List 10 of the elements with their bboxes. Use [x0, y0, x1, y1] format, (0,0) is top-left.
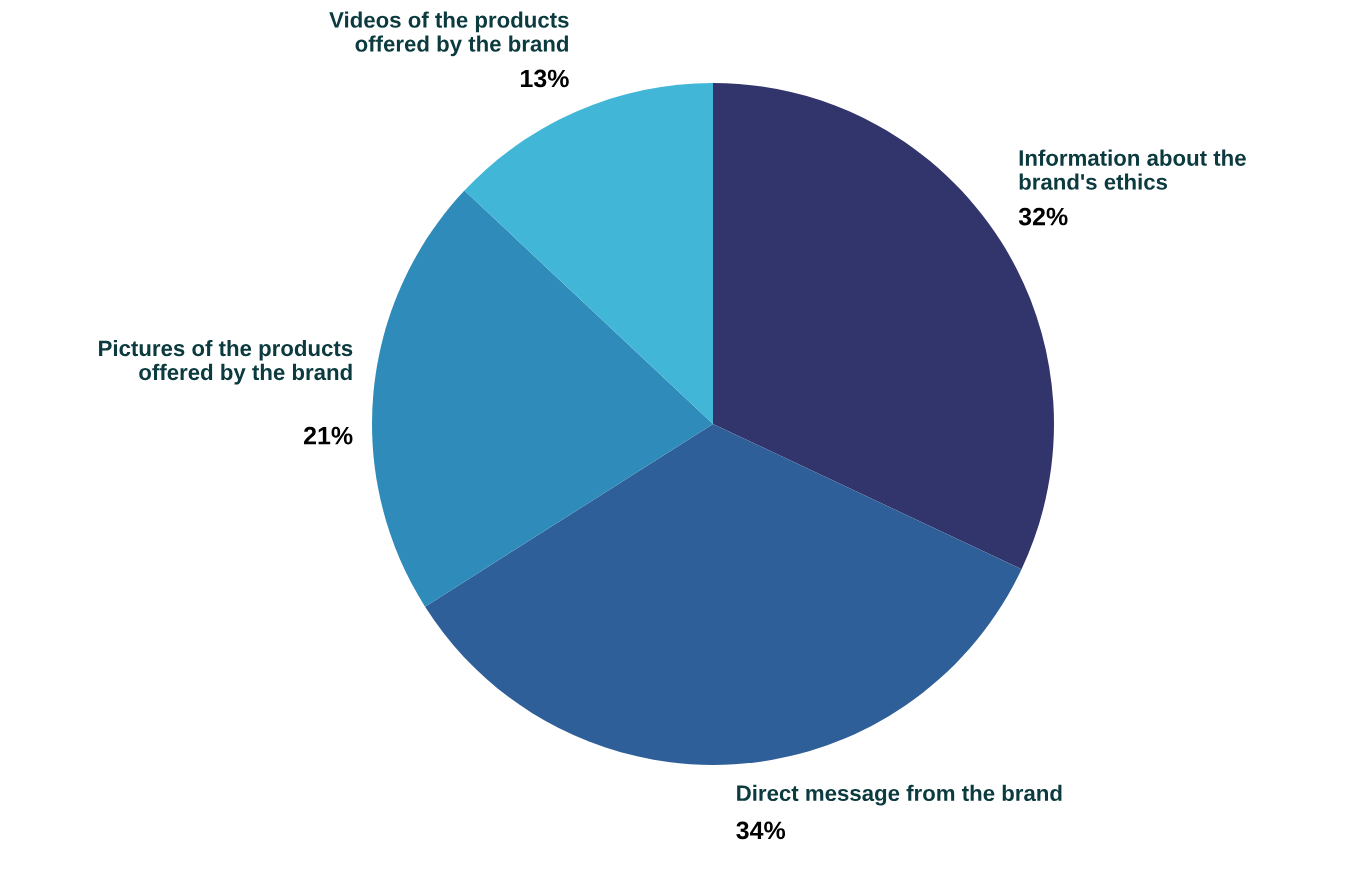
- pie-slice: [372, 190, 713, 607]
- slice-label: Pictures of the products offered by the brand: [99, 339, 353, 385]
- slice-label: Videos of the products offered by the brand: [329, 11, 569, 57]
- data-label: 21%: [303, 426, 353, 445]
- data-label: 34%: [736, 821, 786, 840]
- data-label: 32%: [1018, 207, 1068, 226]
- slice-label: Information about the brand's ethics: [1019, 149, 1246, 190]
- data-label: 13%: [520, 69, 569, 88]
- slice-label: Direct message from the brand: [737, 784, 1062, 806]
- pie-slice: [425, 424, 1022, 765]
